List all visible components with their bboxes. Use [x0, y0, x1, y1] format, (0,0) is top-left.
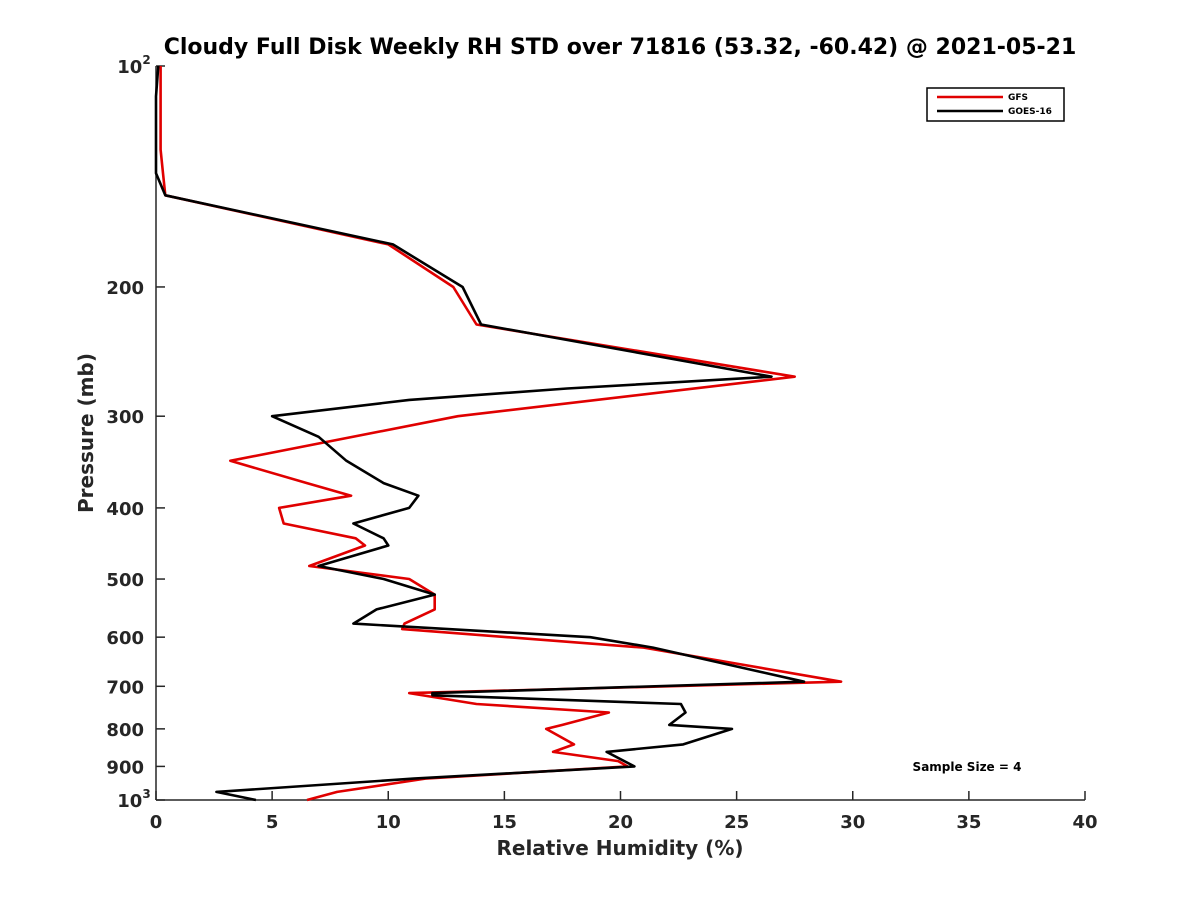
y-tick-label: 900 — [106, 757, 144, 778]
y-axis-label: Pressure (mb) — [74, 353, 98, 513]
x-tick-label: 20 — [608, 812, 633, 833]
x-tick-label: 30 — [840, 812, 865, 833]
x-tick-label: 15 — [492, 812, 517, 833]
x-tick-label: 35 — [956, 812, 981, 833]
series-line-goes16 — [154, 65, 806, 802]
series-layer — [154, 65, 843, 802]
y-tick-label: 600 — [106, 628, 144, 649]
y-tick-label: 400 — [106, 499, 144, 520]
x-tick-label: 5 — [266, 812, 279, 833]
y-tick-label: 300 — [106, 407, 144, 428]
x-tick-label: 40 — [1072, 812, 1097, 833]
chart-title: Cloudy Full Disk Weekly RH STD over 7181… — [164, 35, 1077, 60]
x-tick-label: 10 — [376, 812, 401, 833]
x-axis-label: Relative Humidity (%) — [496, 836, 743, 860]
x-tick-label: 0 — [150, 812, 163, 833]
y-tick-label: 800 — [106, 720, 144, 741]
sample-size-annotation: Sample Size = 4 — [913, 760, 1022, 774]
axes: 0 5 10 15 20 25 30 35 40102200300400500600700800… — [106, 53, 1097, 833]
legend-gfs-label: GFS — [1008, 93, 1028, 103]
legend-goes16-label: GOES-16 — [1008, 107, 1052, 117]
legend: GFS GOES-16 — [926, 87, 1065, 122]
series-line-gfs — [159, 66, 843, 802]
y-tick-label: 500 — [106, 570, 144, 591]
y-tick-label: 700 — [106, 677, 144, 698]
y-tick-label: 200 — [106, 278, 144, 299]
x-tick-label: 25 — [724, 812, 749, 833]
legend-box — [926, 87, 1065, 122]
